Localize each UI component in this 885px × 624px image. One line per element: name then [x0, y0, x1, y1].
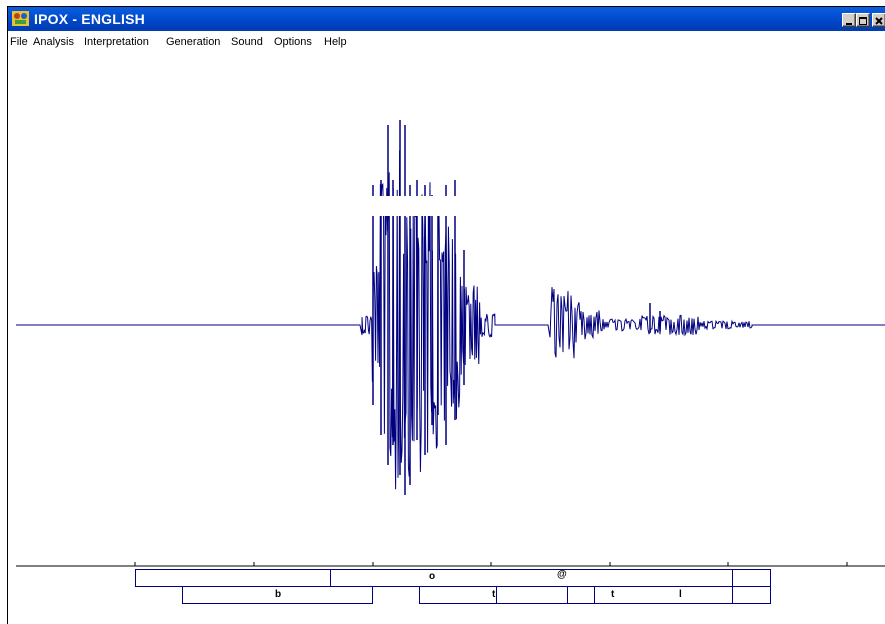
time-axis-ticks	[134, 562, 848, 566]
title-bar[interactable]: IPOX - ENGLISH	[8, 7, 885, 31]
segment-label-b: b	[275, 589, 282, 600]
minimize-icon	[846, 23, 852, 25]
close-icon	[875, 17, 883, 25]
segment-label-t2: t	[611, 589, 615, 600]
segment-box-bottom-6[interactable]	[732, 586, 771, 604]
segment-box-top-2[interactable]	[330, 569, 733, 587]
segment-box-bottom-1[interactable]	[182, 586, 373, 604]
menu-bar: File Analysis Interpretation Generation …	[8, 32, 885, 52]
segment-label-o: o	[429, 571, 436, 582]
maximize-icon	[859, 17, 867, 25]
menu-file[interactable]: File	[10, 36, 28, 48]
segmentation-boxes[interactable]	[135, 569, 771, 604]
segment-label-l: l	[679, 589, 682, 600]
minimize-button[interactable]	[842, 13, 856, 27]
segment-box-bottom-4[interactable]	[567, 586, 595, 604]
segment-label-t1: t	[492, 589, 496, 600]
segment-box-bottom-5[interactable]	[594, 586, 733, 604]
segment-label-schwa: @	[557, 569, 567, 580]
window-title: IPOX - ENGLISH	[34, 11, 145, 27]
close-button[interactable]	[872, 13, 885, 27]
menu-generation[interactable]: Generation	[166, 36, 221, 48]
menu-options[interactable]: Options	[274, 36, 312, 48]
menu-interpretation[interactable]: Interpretation	[84, 36, 149, 48]
maximize-button[interactable]	[856, 13, 870, 27]
menu-help[interactable]: Help	[324, 36, 347, 48]
waveform	[16, 120, 885, 495]
menu-analysis[interactable]: Analysis	[33, 36, 74, 48]
app-logo-icon	[12, 11, 29, 26]
menu-sound[interactable]: Sound	[231, 36, 263, 48]
segment-box-top-1[interactable]	[135, 569, 331, 587]
segment-box-bottom-2[interactable]	[419, 586, 497, 604]
segment-box-top-3[interactable]	[732, 569, 771, 587]
display-refresh-gap	[16, 196, 885, 216]
app-window: IPOX - ENGLISH File Analysis Interpretat…	[7, 6, 885, 624]
segment-box-bottom-3[interactable]	[496, 586, 568, 604]
